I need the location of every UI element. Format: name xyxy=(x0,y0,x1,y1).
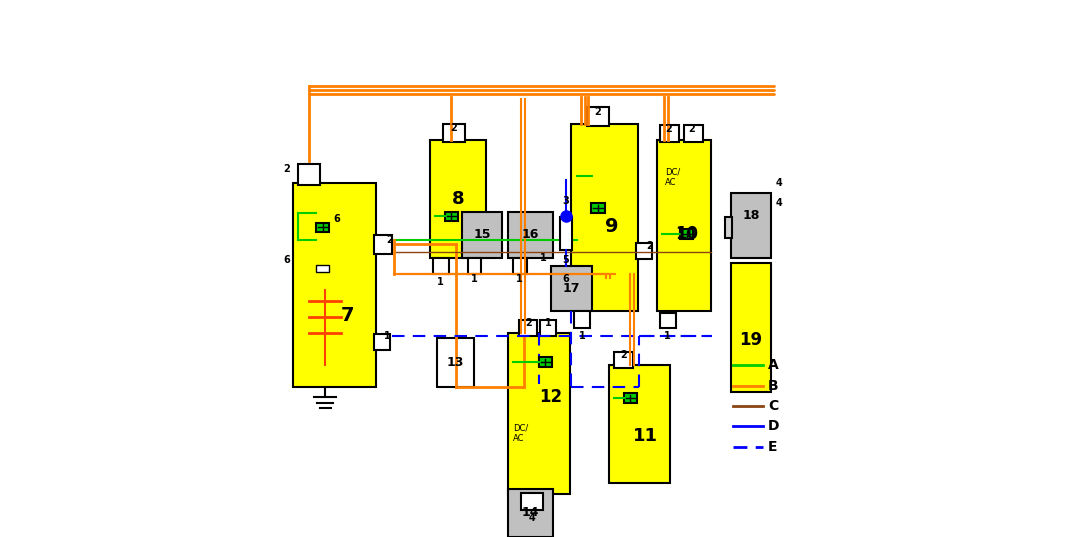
Text: 10: 10 xyxy=(675,225,698,243)
Bar xyxy=(522,493,542,510)
Text: 9: 9 xyxy=(605,217,618,236)
Text: 2: 2 xyxy=(665,124,672,134)
Text: 15: 15 xyxy=(473,228,491,242)
Text: 19: 19 xyxy=(739,331,762,350)
Bar xyxy=(374,235,392,254)
Bar xyxy=(508,212,553,258)
Text: DC/
AC: DC/ AC xyxy=(665,168,680,187)
Text: 2: 2 xyxy=(620,351,627,360)
Bar xyxy=(551,266,592,311)
Bar xyxy=(615,352,633,368)
Bar xyxy=(571,124,638,311)
Bar xyxy=(588,107,609,126)
Text: 3: 3 xyxy=(563,197,569,206)
Text: D: D xyxy=(768,419,780,433)
Text: 1: 1 xyxy=(664,331,671,340)
Text: 7: 7 xyxy=(340,306,354,325)
Bar xyxy=(374,334,390,350)
Bar xyxy=(726,217,732,238)
Text: E: E xyxy=(768,440,778,454)
Bar xyxy=(731,193,771,258)
Bar xyxy=(684,125,703,142)
Text: 1: 1 xyxy=(471,274,477,284)
Text: 1: 1 xyxy=(383,331,390,340)
Bar xyxy=(445,212,458,221)
Text: A: A xyxy=(768,358,779,372)
Bar xyxy=(293,183,376,387)
Text: 6: 6 xyxy=(563,274,569,284)
Bar xyxy=(660,313,676,328)
Text: 5: 5 xyxy=(563,256,569,265)
Text: 14: 14 xyxy=(522,506,539,519)
Text: 6: 6 xyxy=(334,214,340,224)
Bar xyxy=(518,320,538,336)
Text: 11: 11 xyxy=(633,427,659,445)
Text: 1: 1 xyxy=(516,274,523,284)
Bar xyxy=(433,258,448,274)
Bar xyxy=(315,223,329,233)
Bar xyxy=(609,365,671,483)
Text: 17: 17 xyxy=(563,282,580,295)
Text: 1: 1 xyxy=(540,253,546,263)
Text: 4: 4 xyxy=(775,198,782,208)
Bar xyxy=(540,320,556,336)
Text: 2: 2 xyxy=(595,107,602,117)
Text: 16: 16 xyxy=(522,228,539,242)
Text: 2: 2 xyxy=(387,235,393,245)
Text: 8: 8 xyxy=(451,190,464,208)
Text: 18: 18 xyxy=(742,209,759,222)
Bar xyxy=(680,229,693,239)
Bar xyxy=(444,124,464,142)
Bar xyxy=(559,217,571,250)
Bar xyxy=(573,311,590,328)
Bar xyxy=(508,333,569,494)
Text: 1: 1 xyxy=(579,331,585,340)
Bar xyxy=(508,489,553,537)
Text: DC/
AC: DC/ AC xyxy=(513,423,528,442)
Text: 6: 6 xyxy=(283,255,289,265)
Bar xyxy=(623,394,637,403)
Bar xyxy=(591,204,605,213)
Bar xyxy=(513,258,527,274)
Text: 2: 2 xyxy=(450,123,458,133)
Bar xyxy=(657,140,711,311)
Text: 4: 4 xyxy=(528,513,536,523)
Text: 1: 1 xyxy=(544,318,552,328)
Text: 13: 13 xyxy=(447,356,464,369)
Text: 1: 1 xyxy=(437,277,444,287)
Bar xyxy=(298,164,320,185)
Text: 2: 2 xyxy=(647,241,653,251)
Bar xyxy=(636,243,651,259)
Bar xyxy=(315,265,329,272)
Bar xyxy=(660,125,678,142)
Text: B: B xyxy=(768,379,779,393)
Text: 12: 12 xyxy=(539,388,563,407)
Bar xyxy=(731,263,771,392)
Text: 2: 2 xyxy=(283,164,289,174)
Text: 2: 2 xyxy=(689,124,696,134)
Text: 4: 4 xyxy=(775,178,782,187)
Bar xyxy=(430,140,486,258)
Bar xyxy=(437,338,474,387)
Text: 2: 2 xyxy=(525,318,531,328)
Text: C: C xyxy=(768,399,779,413)
Bar xyxy=(462,212,502,258)
Bar xyxy=(539,357,552,367)
Bar xyxy=(468,258,481,274)
